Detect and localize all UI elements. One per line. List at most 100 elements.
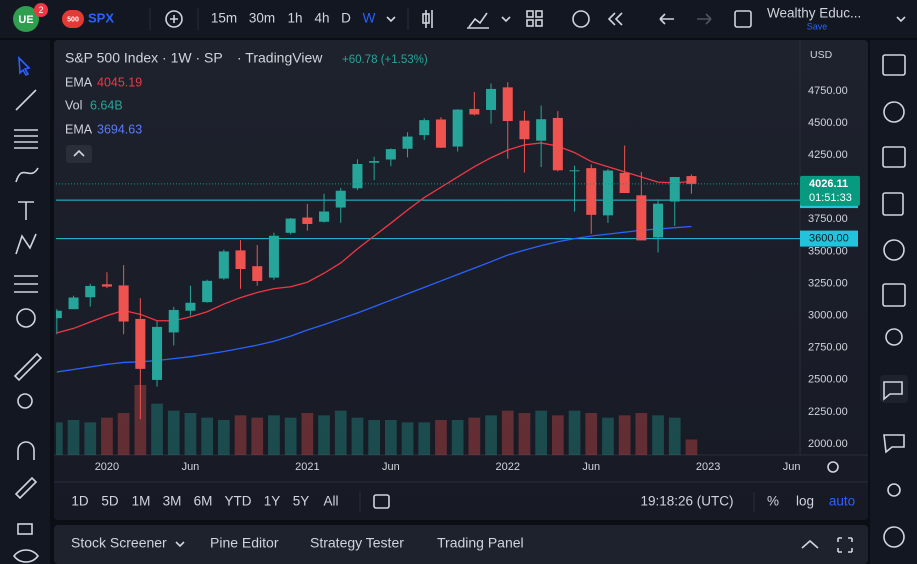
candle-body <box>352 164 363 189</box>
interval-button[interactable]: 30m <box>249 11 275 26</box>
indicators-dropdown[interactable] <box>501 16 511 23</box>
range-bar: 1D 5D 1M 3M 6M YTD 1Y 5Y All% log auto <box>71 494 855 509</box>
forecast-tool[interactable] <box>14 275 38 293</box>
candle-body <box>452 109 463 147</box>
symbol[interactable]: SPX <box>88 10 114 25</box>
candle-body <box>319 211 330 222</box>
panel-tab[interactable]: Stock Screener <box>71 535 167 551</box>
range-button[interactable]: All <box>323 494 338 509</box>
news-button[interactable] <box>882 146 906 168</box>
chevron-up <box>73 149 85 157</box>
brush-tool[interactable] <box>15 167 39 183</box>
icons-tool[interactable] <box>16 308 36 328</box>
indicators-button[interactable] <box>467 12 489 29</box>
currency[interactable]: USD <box>810 49 833 61</box>
visibility-tool[interactable] <box>12 549 40 563</box>
lock-tool[interactable] <box>17 523 33 535</box>
panel-tab[interactable]: Strategy Tester <box>310 535 404 551</box>
alert-button[interactable] <box>572 10 590 28</box>
magnet-tool[interactable] <box>17 441 35 460</box>
range-button[interactable]: 5Y <box>293 494 310 509</box>
candle-body <box>636 195 647 241</box>
alerts-button[interactable] <box>883 101 905 123</box>
layout-button[interactable] <box>526 10 534 18</box>
scale-option[interactable]: log <box>796 494 814 509</box>
settings-gear[interactable] <box>827 461 839 473</box>
clock: 19:18:26 (UTC) <box>640 494 733 509</box>
undo-button[interactable] <box>659 13 674 25</box>
volume-bar <box>217 420 230 455</box>
range-button[interactable]: 1M <box>132 494 151 509</box>
volume-bar <box>184 413 197 455</box>
volume-bar <box>318 415 330 455</box>
panel-tab[interactable]: Pine Editor <box>210 535 279 551</box>
drawing-mode-tool[interactable] <box>14 476 38 500</box>
measure-tool[interactable] <box>13 352 43 382</box>
interval-button[interactable]: D <box>341 11 351 26</box>
replay-button[interactable] <box>607 12 623 26</box>
layout-dropdown[interactable] <box>896 16 906 23</box>
legend-collapse[interactable] <box>66 145 92 163</box>
range-button[interactable]: 1Y <box>264 494 281 509</box>
top-toolbar <box>0 0 917 38</box>
cursor-tool[interactable] <box>18 55 31 77</box>
text-tool[interactable] <box>18 201 34 220</box>
scale-option[interactable]: auto <box>829 494 855 509</box>
volume-bar <box>635 413 648 455</box>
candle-body <box>419 120 430 136</box>
y-tick-label: 3750.00 <box>808 213 848 225</box>
volume-bar <box>334 410 347 455</box>
signals-button[interactable] <box>887 483 901 497</box>
chart-style-button[interactable] <box>425 10 433 28</box>
pattern-tool[interactable] <box>15 233 37 255</box>
data-window-button[interactable] <box>882 192 904 216</box>
interval-button[interactable]: W <box>363 11 376 26</box>
screener-dropdown[interactable] <box>175 541 185 548</box>
streams-button[interactable] <box>883 434 905 454</box>
range-button[interactable]: 1D <box>71 494 89 509</box>
candle-body <box>586 168 597 215</box>
range-button[interactable]: 5D <box>101 494 119 509</box>
help-button[interactable] <box>883 526 905 548</box>
chart-style-icon <box>422 13 430 24</box>
panel-tab[interactable]: Trading Panel <box>437 535 524 551</box>
volume-bar <box>56 422 63 455</box>
volume-bar <box>134 385 147 455</box>
right-toolbar <box>870 40 917 564</box>
fullscreen-button[interactable] <box>837 537 853 553</box>
y-tick-label: 3000.00 <box>808 310 848 322</box>
candle-body <box>502 87 513 122</box>
y-tick-label: 2000.00 <box>808 438 848 450</box>
interval-button[interactable]: 1h <box>287 11 302 26</box>
ideas-button[interactable] <box>885 328 903 346</box>
interval-button[interactable]: 4h <box>314 11 329 26</box>
x-tick-label: Jun <box>582 461 600 473</box>
range-button[interactable]: 3M <box>163 494 182 509</box>
zoom-tool[interactable] <box>17 393 33 409</box>
volume-bar <box>501 410 514 455</box>
volume-bar <box>268 415 280 455</box>
range-button[interactable]: YTD <box>225 494 252 509</box>
layout-icon <box>526 19 534 27</box>
layout-name[interactable]: Wealthy Educ... <box>767 6 861 21</box>
save-label[interactable]: Save <box>807 21 828 31</box>
layout-select[interactable] <box>734 10 752 28</box>
scale-option[interactable]: % <box>767 494 779 509</box>
watchlist-button[interactable] <box>882 54 906 76</box>
compare-button[interactable] <box>165 10 183 28</box>
fib-tool[interactable] <box>14 129 38 149</box>
chats-button[interactable] <box>883 381 903 401</box>
candle-body <box>252 266 263 281</box>
calendar-button[interactable] <box>882 283 906 307</box>
trend-line-tool[interactable] <box>15 89 37 111</box>
redo-button[interactable] <box>697 13 712 25</box>
date-range-button[interactable] <box>373 494 390 509</box>
interval-button[interactable]: 15m <box>211 11 237 26</box>
interval-dropdown[interactable] <box>386 16 396 23</box>
candle-body <box>168 309 179 333</box>
volume-bar <box>652 415 664 455</box>
maximize-panel[interactable] <box>801 539 819 549</box>
range-button[interactable]: 6M <box>194 494 213 509</box>
logo[interactable] <box>13 6 39 32</box>
hotlist-button[interactable] <box>883 239 905 261</box>
